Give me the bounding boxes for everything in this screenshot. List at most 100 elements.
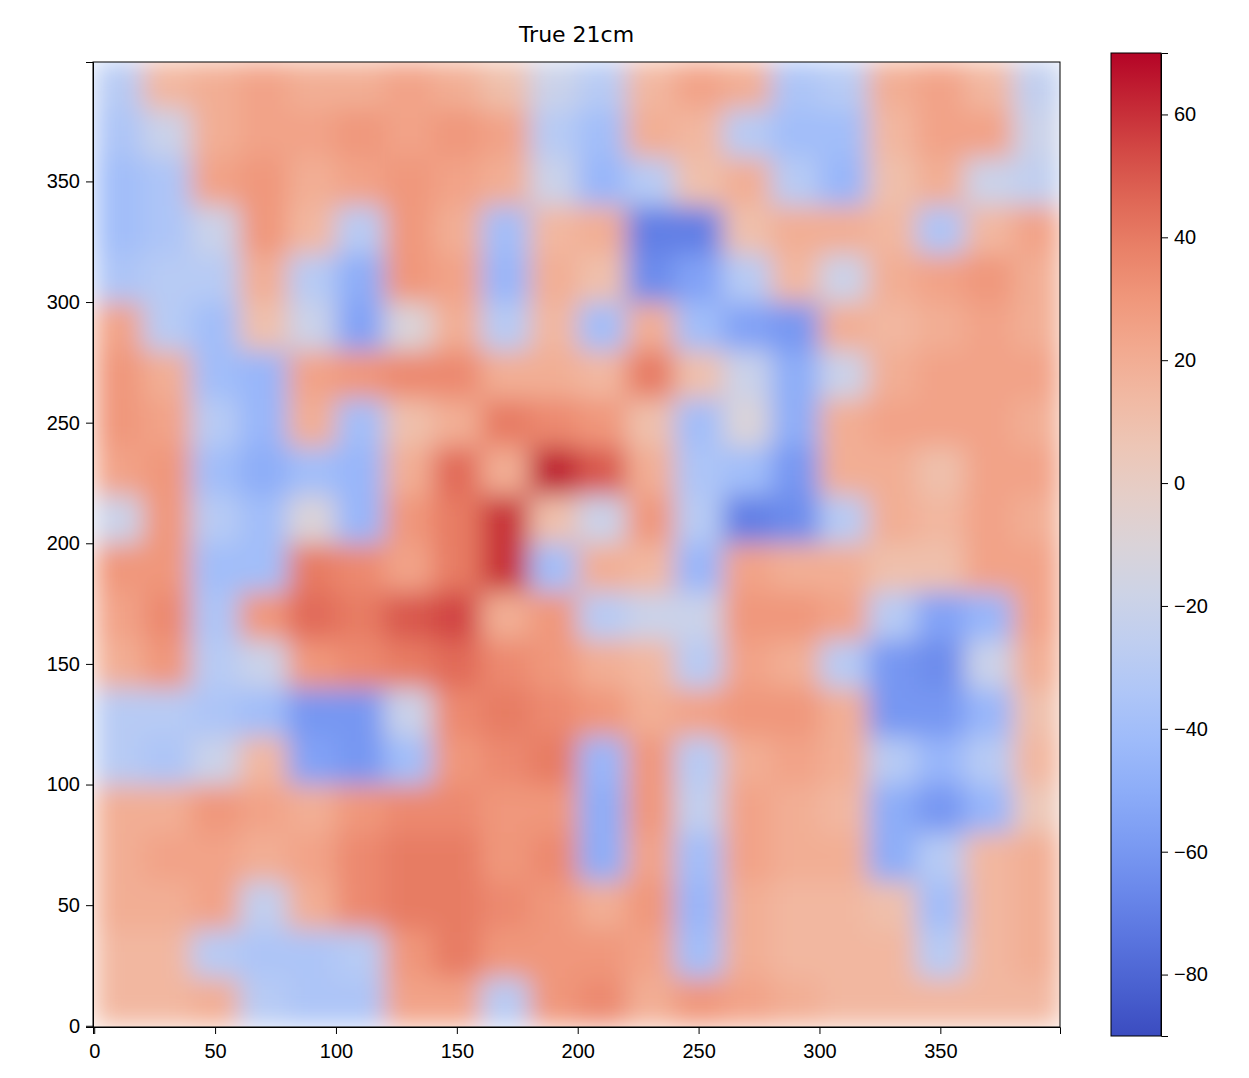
heatmap-cell (481, 978, 530, 1027)
tick-mark (1161, 483, 1168, 484)
heatmap-cell (288, 157, 337, 206)
heatmap-cell (94, 640, 143, 689)
heatmap-cell (94, 254, 143, 303)
heatmap-cell (143, 350, 192, 399)
heatmap-cell (674, 881, 723, 930)
heatmap-cell (336, 640, 385, 689)
heatmap-cell (626, 833, 675, 882)
heatmap-cell (239, 881, 288, 930)
heatmap-cell (626, 254, 675, 303)
heatmap-cell (578, 62, 627, 110)
heatmap-cell (288, 833, 337, 882)
heatmap-cell (626, 157, 675, 206)
heatmap-cell (1013, 881, 1060, 930)
heatmap-cell (916, 881, 965, 930)
heatmap-cell (868, 254, 917, 303)
tick-label: 0 (1174, 472, 1185, 494)
heatmap-cell (191, 929, 240, 978)
heatmap-cell (336, 978, 385, 1027)
heatmap-cell (819, 688, 868, 737)
heatmap-cell (143, 978, 192, 1027)
tick-mark (940, 1027, 941, 1034)
heatmap-cell (965, 688, 1014, 737)
heatmap-cell (965, 543, 1014, 592)
heatmap-cell (529, 736, 578, 785)
heatmap-cell (143, 495, 192, 544)
heatmap-cell (578, 592, 627, 641)
heatmap-cell (868, 929, 917, 978)
heatmap-cell (94, 447, 143, 496)
tick-mark (1161, 975, 1168, 976)
heatmap-cell (384, 978, 433, 1027)
heatmap-cell (1013, 640, 1060, 689)
heatmap-cell (674, 929, 723, 978)
heatmap-cell (916, 785, 965, 834)
heatmap-cell (1013, 447, 1060, 496)
heatmap-cell (336, 881, 385, 930)
heatmap-cell (481, 109, 530, 158)
heatmap-cell (143, 206, 192, 255)
heatmap-cell (239, 833, 288, 882)
heatmap-cell (674, 640, 723, 689)
heatmap-cell (239, 109, 288, 158)
heatmap-cell (819, 881, 868, 930)
heatmap-cell (1013, 254, 1060, 303)
heatmap-cell (191, 206, 240, 255)
heatmap-cell (143, 109, 192, 158)
heatmap-cell (578, 495, 627, 544)
heatmap-cell (239, 929, 288, 978)
heatmap-cell (1013, 688, 1060, 737)
heatmap-cell (336, 543, 385, 592)
heatmap-cell (384, 254, 433, 303)
heatmap-cell (288, 592, 337, 641)
heatmap-cell (143, 881, 192, 930)
heatmap-cell (239, 640, 288, 689)
tick: 50 (58, 894, 93, 916)
tick: 0 (1161, 472, 1185, 494)
heatmap-cell (674, 736, 723, 785)
heatmap-cell (674, 543, 723, 592)
tick: 0 (69, 1015, 93, 1037)
heatmap-cell (433, 447, 482, 496)
heatmap-cell (626, 785, 675, 834)
heatmap-cell (965, 447, 1014, 496)
heatmap-cell (529, 495, 578, 544)
heatmap-cell (143, 157, 192, 206)
heatmap-cell (578, 978, 627, 1027)
tick-mark (1161, 114, 1168, 115)
tick: 350 (924, 1027, 957, 1062)
heatmap-cell (239, 785, 288, 834)
tick-mark (86, 181, 93, 182)
axis-line (94, 1028, 1061, 1035)
heatmap-cell (819, 399, 868, 448)
heatmap-cell (916, 206, 965, 255)
tick-label: 150 (47, 653, 80, 675)
heatmap-cell (674, 785, 723, 834)
heatmap-cell (529, 109, 578, 158)
heatmap-cell (819, 736, 868, 785)
heatmap-cell (239, 688, 288, 737)
heatmap-cell (723, 978, 772, 1027)
heatmap-cell (191, 399, 240, 448)
tick-label: 50 (204, 1040, 226, 1062)
tick-label: 100 (320, 1040, 353, 1062)
heatmap-cell (1013, 62, 1060, 110)
heatmap-cell (626, 302, 675, 351)
heatmap-cell (288, 206, 337, 255)
heatmap-cell (916, 447, 965, 496)
heatmap-cell (336, 399, 385, 448)
heatmap-cell (674, 592, 723, 641)
tick-mark (86, 543, 93, 544)
heatmap-cell (143, 736, 192, 785)
heatmap-cell (336, 688, 385, 737)
heatmap-cell (433, 495, 482, 544)
heatmap-cell (384, 302, 433, 351)
heatmap-cell (94, 592, 143, 641)
heatmap-cell (771, 881, 820, 930)
heatmap-cell (529, 785, 578, 834)
heatmap-cell (288, 254, 337, 303)
heatmap-cell (723, 688, 772, 737)
heatmap-cell (916, 736, 965, 785)
heatmap-cell (771, 206, 820, 255)
heatmap-cell (143, 833, 192, 882)
